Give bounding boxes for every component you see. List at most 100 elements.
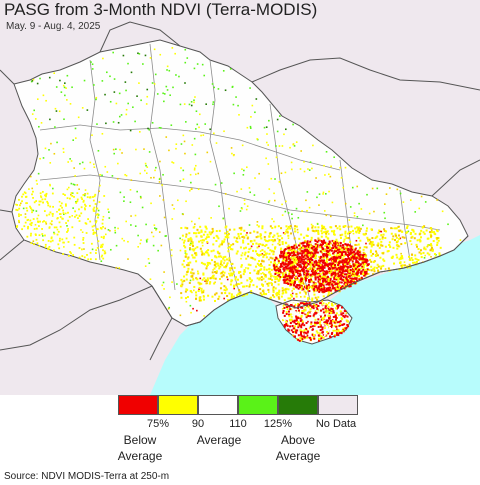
anomaly-pixel [274, 178, 276, 180]
anomaly-pixel [335, 278, 338, 281]
anomaly-pixel [252, 284, 255, 287]
anomaly-pixel [384, 203, 386, 205]
anomaly-pixel [343, 325, 346, 328]
anomaly-pixel [274, 275, 277, 278]
anomaly-pixel [305, 293, 307, 296]
anomaly-pixel [349, 230, 352, 233]
anomaly-pixel [269, 296, 272, 299]
anomaly-pixel [325, 280, 328, 283]
anomaly-pixel [65, 204, 67, 207]
anomaly-pixel [200, 250, 203, 253]
anomaly-pixel [321, 265, 324, 268]
anomaly-pixel [194, 252, 197, 255]
anomaly-pixel [278, 290, 281, 293]
anomaly-pixel [346, 263, 349, 266]
anomaly-pixel [30, 208, 33, 211]
anomaly-pixel [230, 279, 233, 282]
anomaly-pixel [357, 227, 360, 230]
anomaly-pixel [222, 70, 225, 72]
anomaly-pixel [205, 250, 208, 252]
anomaly-pixel [315, 261, 318, 264]
anomaly-pixel [90, 242, 93, 245]
anomaly-pixel [23, 225, 26, 228]
anomaly-pixel [96, 123, 98, 125]
anomaly-pixel [276, 278, 279, 281]
anomaly-pixel [301, 338, 304, 341]
anomaly-pixel [418, 207, 421, 210]
anomaly-pixel [328, 241, 331, 244]
anomaly-pixel [352, 279, 355, 282]
anomaly-pixel [310, 328, 313, 331]
anomaly-pixel [319, 267, 322, 270]
anomaly-pixel [328, 322, 331, 325]
anomaly-pixel [85, 232, 88, 234]
anomaly-pixel [146, 166, 149, 168]
anomaly-pixel [115, 244, 118, 247]
anomaly-pixel [311, 299, 314, 302]
anomaly-pixel [69, 158, 71, 160]
anomaly-pixel [416, 258, 418, 261]
anomaly-pixel [49, 118, 51, 121]
anomaly-pixel [300, 242, 303, 245]
anomaly-pixel [72, 183, 75, 186]
anomaly-pixel [166, 89, 169, 91]
anomaly-pixel [291, 327, 294, 330]
anomaly-pixel [183, 239, 186, 242]
anomaly-pixel [250, 290, 253, 293]
anomaly-pixel [322, 336, 325, 339]
anomaly-pixel [407, 255, 410, 258]
anomaly-pixel [48, 213, 51, 216]
anomaly-pixel [165, 136, 168, 138]
anomaly-pixel [307, 251, 310, 254]
anomaly-pixel [300, 286, 303, 289]
anomaly-pixel [285, 253, 288, 256]
anomaly-pixel [180, 296, 183, 299]
anomaly-pixel [390, 232, 393, 235]
anomaly-pixel [104, 227, 107, 230]
anomaly-pixel [184, 246, 187, 249]
anomaly-pixel [389, 246, 392, 249]
anomaly-pixel [89, 258, 92, 261]
anomaly-pixel [96, 246, 99, 249]
anomaly-pixel [408, 258, 411, 261]
anomaly-pixel [324, 308, 327, 311]
anomaly-pixel [175, 143, 178, 145]
anomaly-pixel [228, 245, 231, 248]
anomaly-pixel [319, 302, 322, 305]
anomaly-pixel [204, 226, 207, 229]
anomaly-pixel [278, 297, 281, 300]
anomaly-pixel [365, 270, 368, 273]
anomaly-pixel [130, 215, 132, 217]
anomaly-pixel [304, 279, 307, 282]
anomaly-pixel [211, 227, 214, 230]
anomaly-pixel [194, 232, 197, 235]
anomaly-pixel [406, 225, 409, 228]
anomaly-pixel [87, 258, 90, 261]
anomaly-pixel [333, 233, 336, 236]
anomaly-pixel [293, 237, 296, 240]
anomaly-pixel [332, 252, 335, 255]
anomaly-pixel [210, 277, 213, 280]
anomaly-pixel [283, 266, 286, 269]
anomaly-pixel [328, 317, 331, 320]
anomaly-pixel [316, 240, 319, 243]
anomaly-pixel [415, 245, 418, 248]
anomaly-pixel [348, 244, 351, 247]
anomaly-pixel [78, 220, 81, 222]
anomaly-pixel [365, 272, 368, 275]
anomaly-pixel [81, 255, 84, 257]
anomaly-pixel [84, 222, 87, 225]
anomaly-pixel [272, 253, 275, 256]
anomaly-pixel [349, 281, 352, 284]
anomaly-pixel [74, 127, 77, 130]
anomaly-pixel [179, 249, 182, 252]
anomaly-pixel [247, 267, 250, 270]
anomaly-pixel [231, 274, 234, 277]
anomaly-pixel [342, 240, 345, 243]
anomaly-pixel [289, 261, 292, 264]
anomaly-pixel [222, 274, 225, 277]
anomaly-pixel [327, 294, 330, 297]
anomaly-pixel [73, 236, 76, 239]
anomaly-pixel [299, 332, 302, 335]
anomaly-pixel [320, 287, 323, 290]
